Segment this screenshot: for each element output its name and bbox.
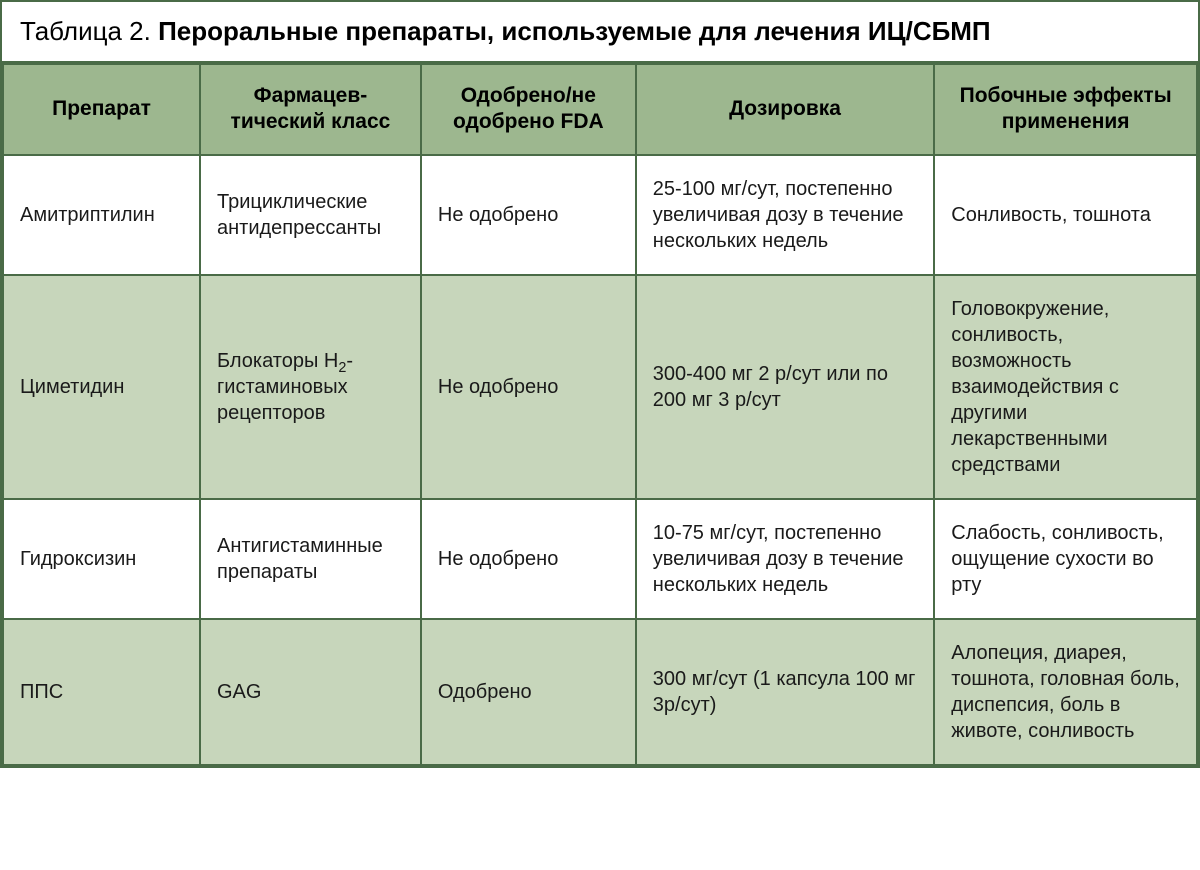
cell-side: Сонливость, тошнота bbox=[934, 155, 1197, 275]
cell-class: Трициклические антидепрессанты bbox=[200, 155, 421, 275]
medication-table: Таблица 2. Пероральные препараты, исполь… bbox=[0, 0, 1200, 768]
title-prefix: Таблица 2. bbox=[20, 16, 158, 46]
cell-drug: ППС bbox=[3, 619, 200, 765]
cell-fda: Одобрено bbox=[421, 619, 636, 765]
col-header-fda: Одобрено/не одобрено FDA bbox=[421, 64, 636, 155]
cell-fda: Не одобрено bbox=[421, 155, 636, 275]
cell-class: Блокаторы Н2-гистаминовых рецепторов bbox=[200, 275, 421, 499]
cell-class: GAG bbox=[200, 619, 421, 765]
col-header-class: Фармацев­тический класс bbox=[200, 64, 421, 155]
cell-dose: 300 мг/сут (1 капсула 100 мг 3р/сут) bbox=[636, 619, 935, 765]
cell-dose: 300-400 мг 2 р/сут или по 200 мг 3 р/сут bbox=[636, 275, 935, 499]
cell-dose: 10-75 мг/сут, постепенно увеличивая дозу… bbox=[636, 499, 935, 619]
col-header-dose: Дозировка bbox=[636, 64, 935, 155]
data-table: Препарат Фармацев­тический класс Одобрен… bbox=[2, 63, 1198, 766]
cell-dose: 25-100 мг/сут, постепенно увеличивая доз… bbox=[636, 155, 935, 275]
cell-fda: Не одобрено bbox=[421, 275, 636, 499]
table-body: Амитриптилин Трициклические антидепресса… bbox=[3, 155, 1197, 765]
cell-fda: Не одобрено bbox=[421, 499, 636, 619]
cell-side: Головокружение, сонливость, возможность … bbox=[934, 275, 1197, 499]
header-row: Препарат Фармацев­тический класс Одобрен… bbox=[3, 64, 1197, 155]
col-header-drug: Препарат bbox=[3, 64, 200, 155]
cell-side: Алопеция, диарея, тошнота, головная боль… bbox=[934, 619, 1197, 765]
title-main: Пероральные препараты, используемые для … bbox=[158, 16, 991, 46]
table-row: Амитриптилин Трициклические антидепресса… bbox=[3, 155, 1197, 275]
cell-class: Антигистаминные препараты bbox=[200, 499, 421, 619]
cell-drug: Циметидин bbox=[3, 275, 200, 499]
table-head: Препарат Фармацев­тический класс Одобрен… bbox=[3, 64, 1197, 155]
table-row: ППС GAG Одобрено 300 мг/сут (1 капсула 1… bbox=[3, 619, 1197, 765]
table-row: Циметидин Блокаторы Н2-гистаминовых реце… bbox=[3, 275, 1197, 499]
table-title: Таблица 2. Пероральные препараты, исполь… bbox=[2, 2, 1198, 63]
table-row: Гидроксизин Антигистаминные препараты Не… bbox=[3, 499, 1197, 619]
cell-drug: Гидроксизин bbox=[3, 499, 200, 619]
cell-side: Слабость, сонливость, ощущение сухости в… bbox=[934, 499, 1197, 619]
cell-drug: Амитриптилин bbox=[3, 155, 200, 275]
col-header-side: Побочные эффекты применения bbox=[934, 64, 1197, 155]
